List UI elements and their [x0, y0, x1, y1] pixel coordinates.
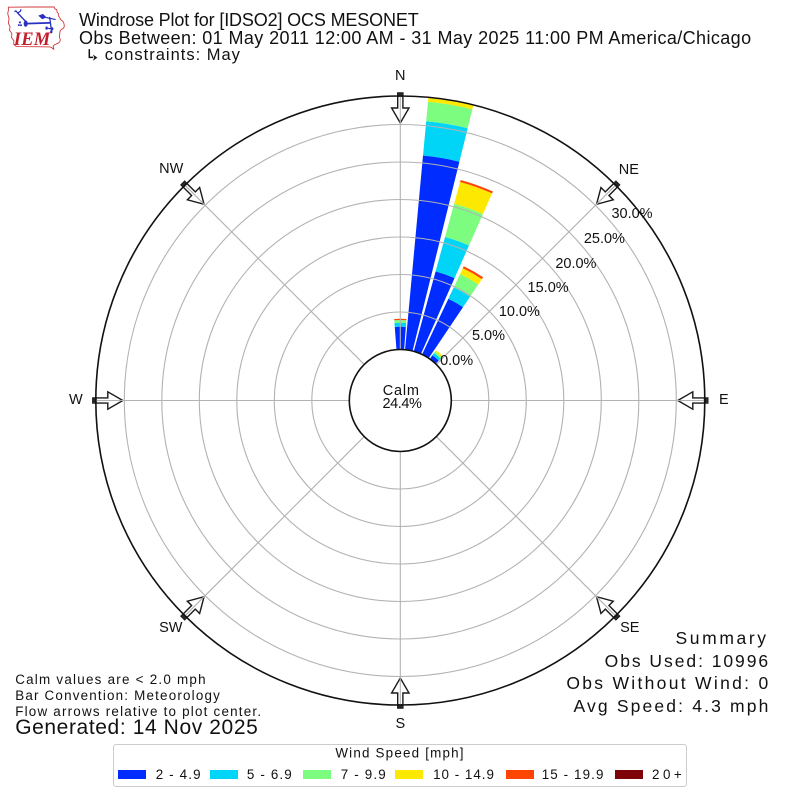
svg-text:IEM: IEM [13, 30, 51, 50]
